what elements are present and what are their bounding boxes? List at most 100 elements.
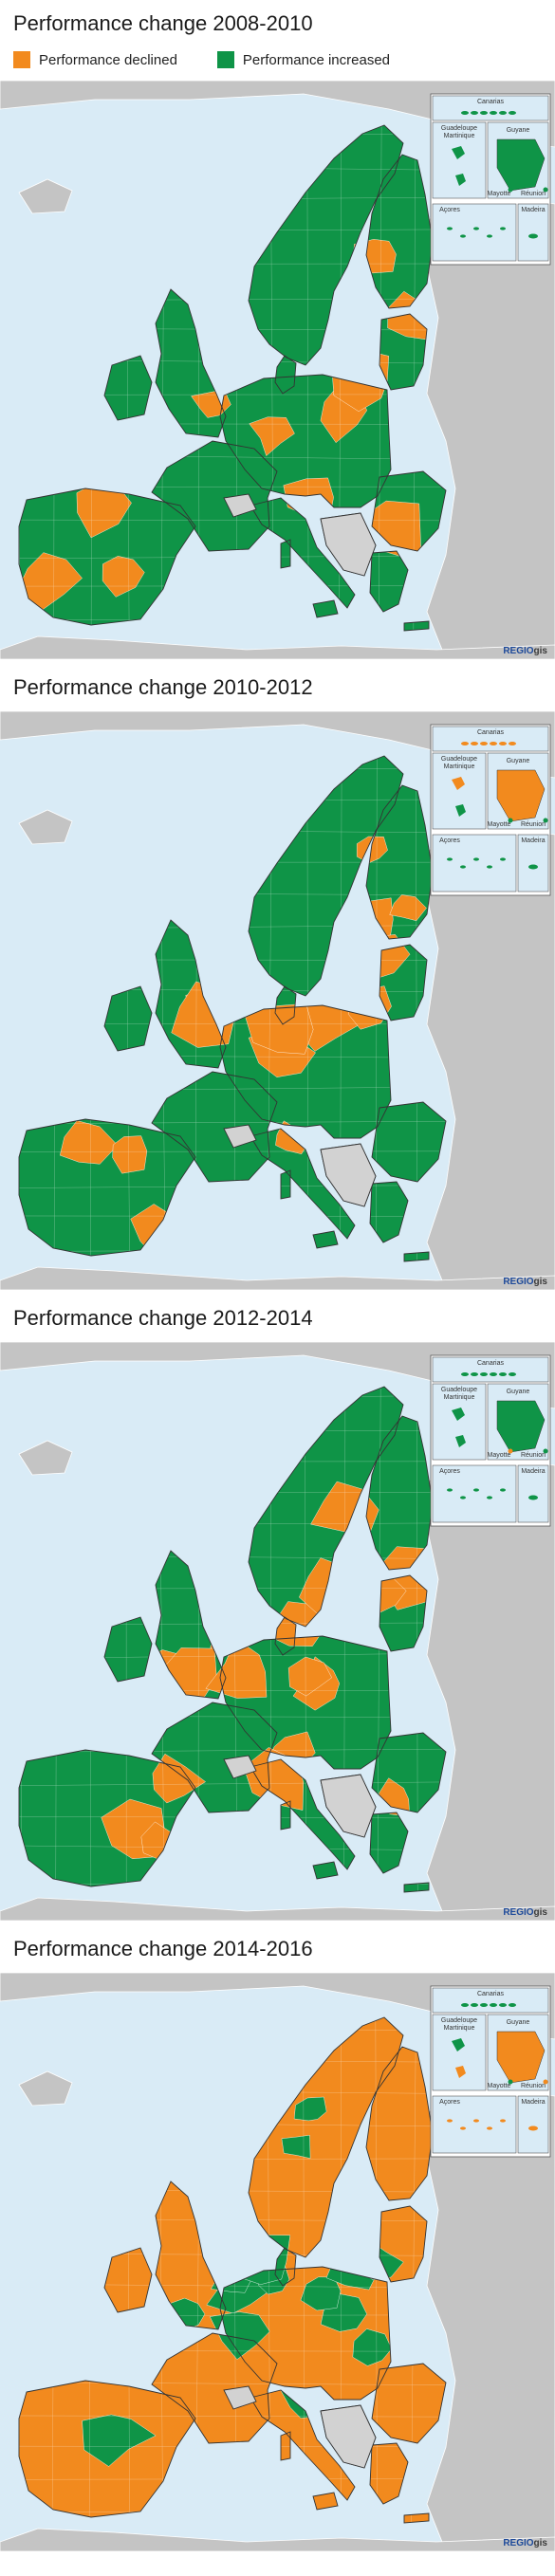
map-panel-4: Canarias Guadeloupe Martinique Guyane Mayott… bbox=[0, 1973, 555, 2551]
inset-label-martinique: Martinique bbox=[444, 1394, 475, 1401]
map-title-1: Performance change 2008-2010 bbox=[13, 11, 313, 35]
non-eu-land bbox=[0, 711, 555, 779]
country-border bbox=[274, 1616, 297, 1656]
country-border bbox=[371, 1732, 447, 1813]
region-patch bbox=[102, 556, 145, 598]
non-eu-land bbox=[18, 809, 73, 845]
inset-label-mayotte: Mayotte bbox=[488, 821, 511, 828]
country-border bbox=[312, 599, 339, 618]
inset-label-martinique: Martinique bbox=[444, 133, 475, 139]
country-border bbox=[151, 1702, 278, 1813]
country-border bbox=[219, 1635, 392, 1770]
inset-label-canarias: Canarias bbox=[477, 1991, 505, 1997]
country-border bbox=[403, 1251, 430, 1262]
country-border bbox=[151, 2332, 278, 2444]
legend-label-declined: Performance declined bbox=[39, 51, 177, 68]
country-border bbox=[18, 1749, 196, 1887]
country-border bbox=[219, 374, 392, 508]
country-border bbox=[369, 1181, 409, 1243]
non-eu-western-balkans bbox=[320, 512, 377, 577]
country-border bbox=[155, 919, 227, 1069]
inset-label-mayotte: Mayotte bbox=[488, 2083, 511, 2089]
non-eu-land bbox=[0, 1342, 555, 1409]
inset-label-martinique: Martinique bbox=[444, 2025, 475, 2032]
country-border bbox=[280, 1800, 291, 1831]
country-border bbox=[280, 2431, 291, 2461]
country-border bbox=[274, 2247, 297, 2287]
inset-label-madeira: Madeira bbox=[521, 2099, 545, 2106]
country-border bbox=[151, 1071, 278, 1183]
inset-label-acores: Açores bbox=[439, 207, 460, 213]
non-eu-land bbox=[18, 2070, 73, 2107]
inset-label-reunion: Réunion bbox=[521, 821, 546, 828]
non-eu-land bbox=[0, 1897, 555, 1921]
country-border bbox=[219, 1004, 392, 1139]
regiogis-credit: REGIOgis bbox=[503, 2538, 547, 2548]
country-border bbox=[365, 2046, 434, 2201]
region-patch bbox=[281, 2134, 311, 2159]
inset-label-guyane: Guyane bbox=[507, 127, 530, 134]
country-border bbox=[248, 2016, 404, 2258]
country-border bbox=[151, 440, 278, 552]
country-border bbox=[379, 1574, 428, 1652]
country-border bbox=[248, 755, 404, 997]
country-border bbox=[369, 2442, 409, 2505]
country-border bbox=[371, 1101, 447, 1183]
legend-swatch-declined bbox=[13, 51, 30, 68]
region-patch bbox=[59, 1120, 119, 1165]
inset-label-guadeloupe: Guadeloupe bbox=[441, 1387, 477, 1393]
map-title-2: Performance change 2010-2012 bbox=[13, 675, 313, 699]
inset-label-guadeloupe: Guadeloupe bbox=[441, 756, 477, 763]
region-patch bbox=[82, 2414, 157, 2467]
inset-label-madeira: Madeira bbox=[521, 207, 545, 213]
inset-label-guadeloupe: Guadeloupe bbox=[441, 125, 477, 132]
legend-label-increased: Performance increased bbox=[242, 51, 390, 68]
country-border bbox=[379, 313, 428, 391]
inset-label-guyane: Guyane bbox=[507, 1389, 530, 1395]
inset-label-canarias: Canarias bbox=[477, 99, 505, 105]
inset-label-madeira: Madeira bbox=[521, 1468, 545, 1475]
non-eu-switzerland bbox=[223, 493, 257, 518]
country-border bbox=[379, 944, 428, 1021]
country-border bbox=[371, 2363, 447, 2444]
map-title-3: Performance change 2012-2014 bbox=[13, 1306, 313, 1330]
inset-label-reunion: Réunion bbox=[521, 1452, 546, 1459]
country-border bbox=[18, 2380, 196, 2518]
non-eu-switzerland bbox=[223, 2385, 257, 2410]
country-border bbox=[403, 2512, 430, 2524]
non-eu-land bbox=[18, 1440, 73, 1476]
country-border bbox=[280, 539, 291, 569]
non-eu-land bbox=[0, 1973, 555, 2040]
country-border bbox=[250, 497, 356, 609]
regiogis-credit: REGIOgis bbox=[503, 1277, 547, 1287]
non-eu-switzerland bbox=[223, 1755, 257, 1779]
inset-label-mayotte: Mayotte bbox=[488, 191, 511, 197]
country-border bbox=[155, 1550, 227, 1700]
country-border bbox=[155, 2180, 227, 2330]
non-eu-switzerland bbox=[223, 1124, 257, 1149]
country-border bbox=[274, 985, 297, 1025]
inset-label-reunion: Réunion bbox=[521, 191, 546, 197]
country-border bbox=[365, 1415, 434, 1571]
inset-label-madeira: Madeira bbox=[521, 837, 545, 844]
map-panel-2: Canarias Guadeloupe Martinique Guyane Mayott… bbox=[0, 711, 555, 1290]
region-patch bbox=[152, 1753, 206, 1804]
country-border bbox=[312, 2492, 339, 2511]
region-patch bbox=[249, 416, 295, 456]
non-eu-land bbox=[18, 178, 73, 214]
regiogis-credit: REGIOgis bbox=[503, 646, 547, 656]
inset-label-acores: Açores bbox=[439, 2099, 460, 2106]
inset-label-canarias: Canarias bbox=[477, 729, 505, 736]
non-eu-western-balkans bbox=[320, 2404, 377, 2469]
country-border bbox=[403, 620, 430, 632]
country-border bbox=[155, 288, 227, 438]
country-border bbox=[248, 124, 404, 366]
region-patch bbox=[293, 2096, 327, 2122]
region-patch bbox=[287, 1656, 332, 1697]
